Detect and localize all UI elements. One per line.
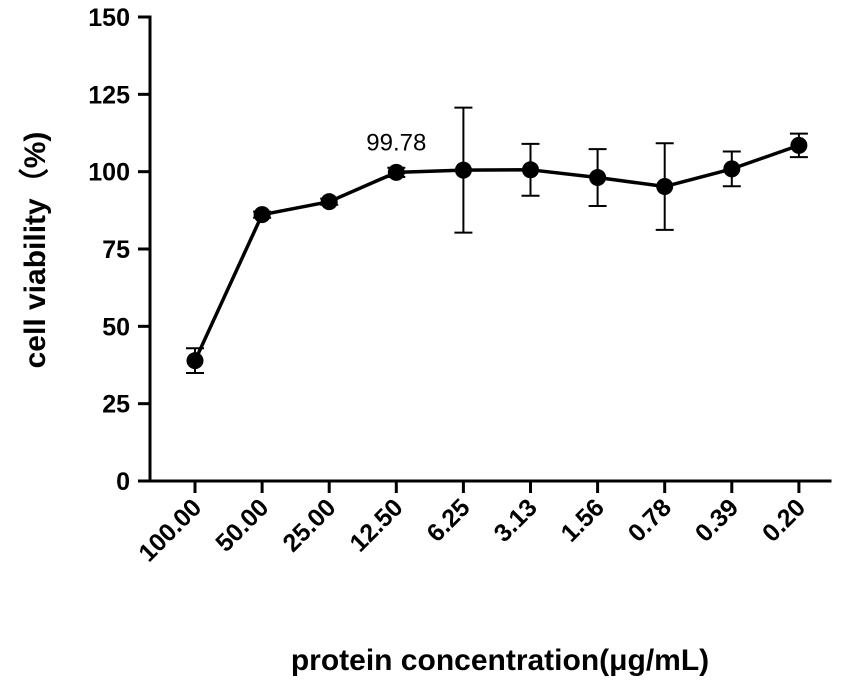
data-point [454, 161, 472, 179]
value-annotation: 99.78 [366, 129, 426, 156]
annotations: 99.78 [366, 129, 426, 156]
x-tick-label: 100.00 [133, 493, 207, 567]
y-tick-label: 50 [102, 313, 130, 341]
x-tick-label: 1.56 [556, 493, 610, 547]
axes [148, 15, 832, 483]
data-point [723, 160, 741, 178]
y-tick-label: 0 [116, 468, 130, 496]
data-point [186, 352, 204, 370]
x-tick-label: 6.25 [421, 493, 475, 547]
y-axis-ticks: 0 25 50 75 100 125 150 [88, 4, 150, 496]
data-point [387, 163, 405, 181]
x-tick-label: 50.00 [210, 493, 274, 557]
data-point [522, 161, 539, 179]
data-point [790, 136, 808, 154]
y-tick-label: 125 [88, 81, 130, 109]
y-axis-title: cell viability（%) [18, 132, 52, 369]
y-tick-label: 75 [102, 236, 130, 264]
x-axis-ticks: 100.00 50.00 25.00 12.50 6.25 3.13 1.56 0.78 0.3… [133, 481, 811, 567]
y-tick-label: 150 [88, 4, 130, 32]
x-tick-label: 25.00 [277, 493, 341, 557]
data-point [320, 193, 338, 211]
series-line [193, 143, 800, 362]
x-tick-label: 3.13 [489, 493, 543, 547]
x-tick-label: 0.20 [757, 493, 811, 547]
data-series [186, 106, 808, 375]
y-tick-label: 25 [102, 391, 130, 419]
data-point [253, 206, 271, 224]
y-tick-label: 100 [88, 159, 130, 187]
x-tick-label: 0.39 [690, 493, 744, 547]
data-point [589, 169, 607, 187]
x-tick-label: 0.78 [623, 493, 677, 547]
data-point [656, 178, 674, 196]
x-axis-title: protein concentration(μg/mL) [291, 644, 709, 677]
x-tick-label: 12.50 [345, 493, 409, 557]
